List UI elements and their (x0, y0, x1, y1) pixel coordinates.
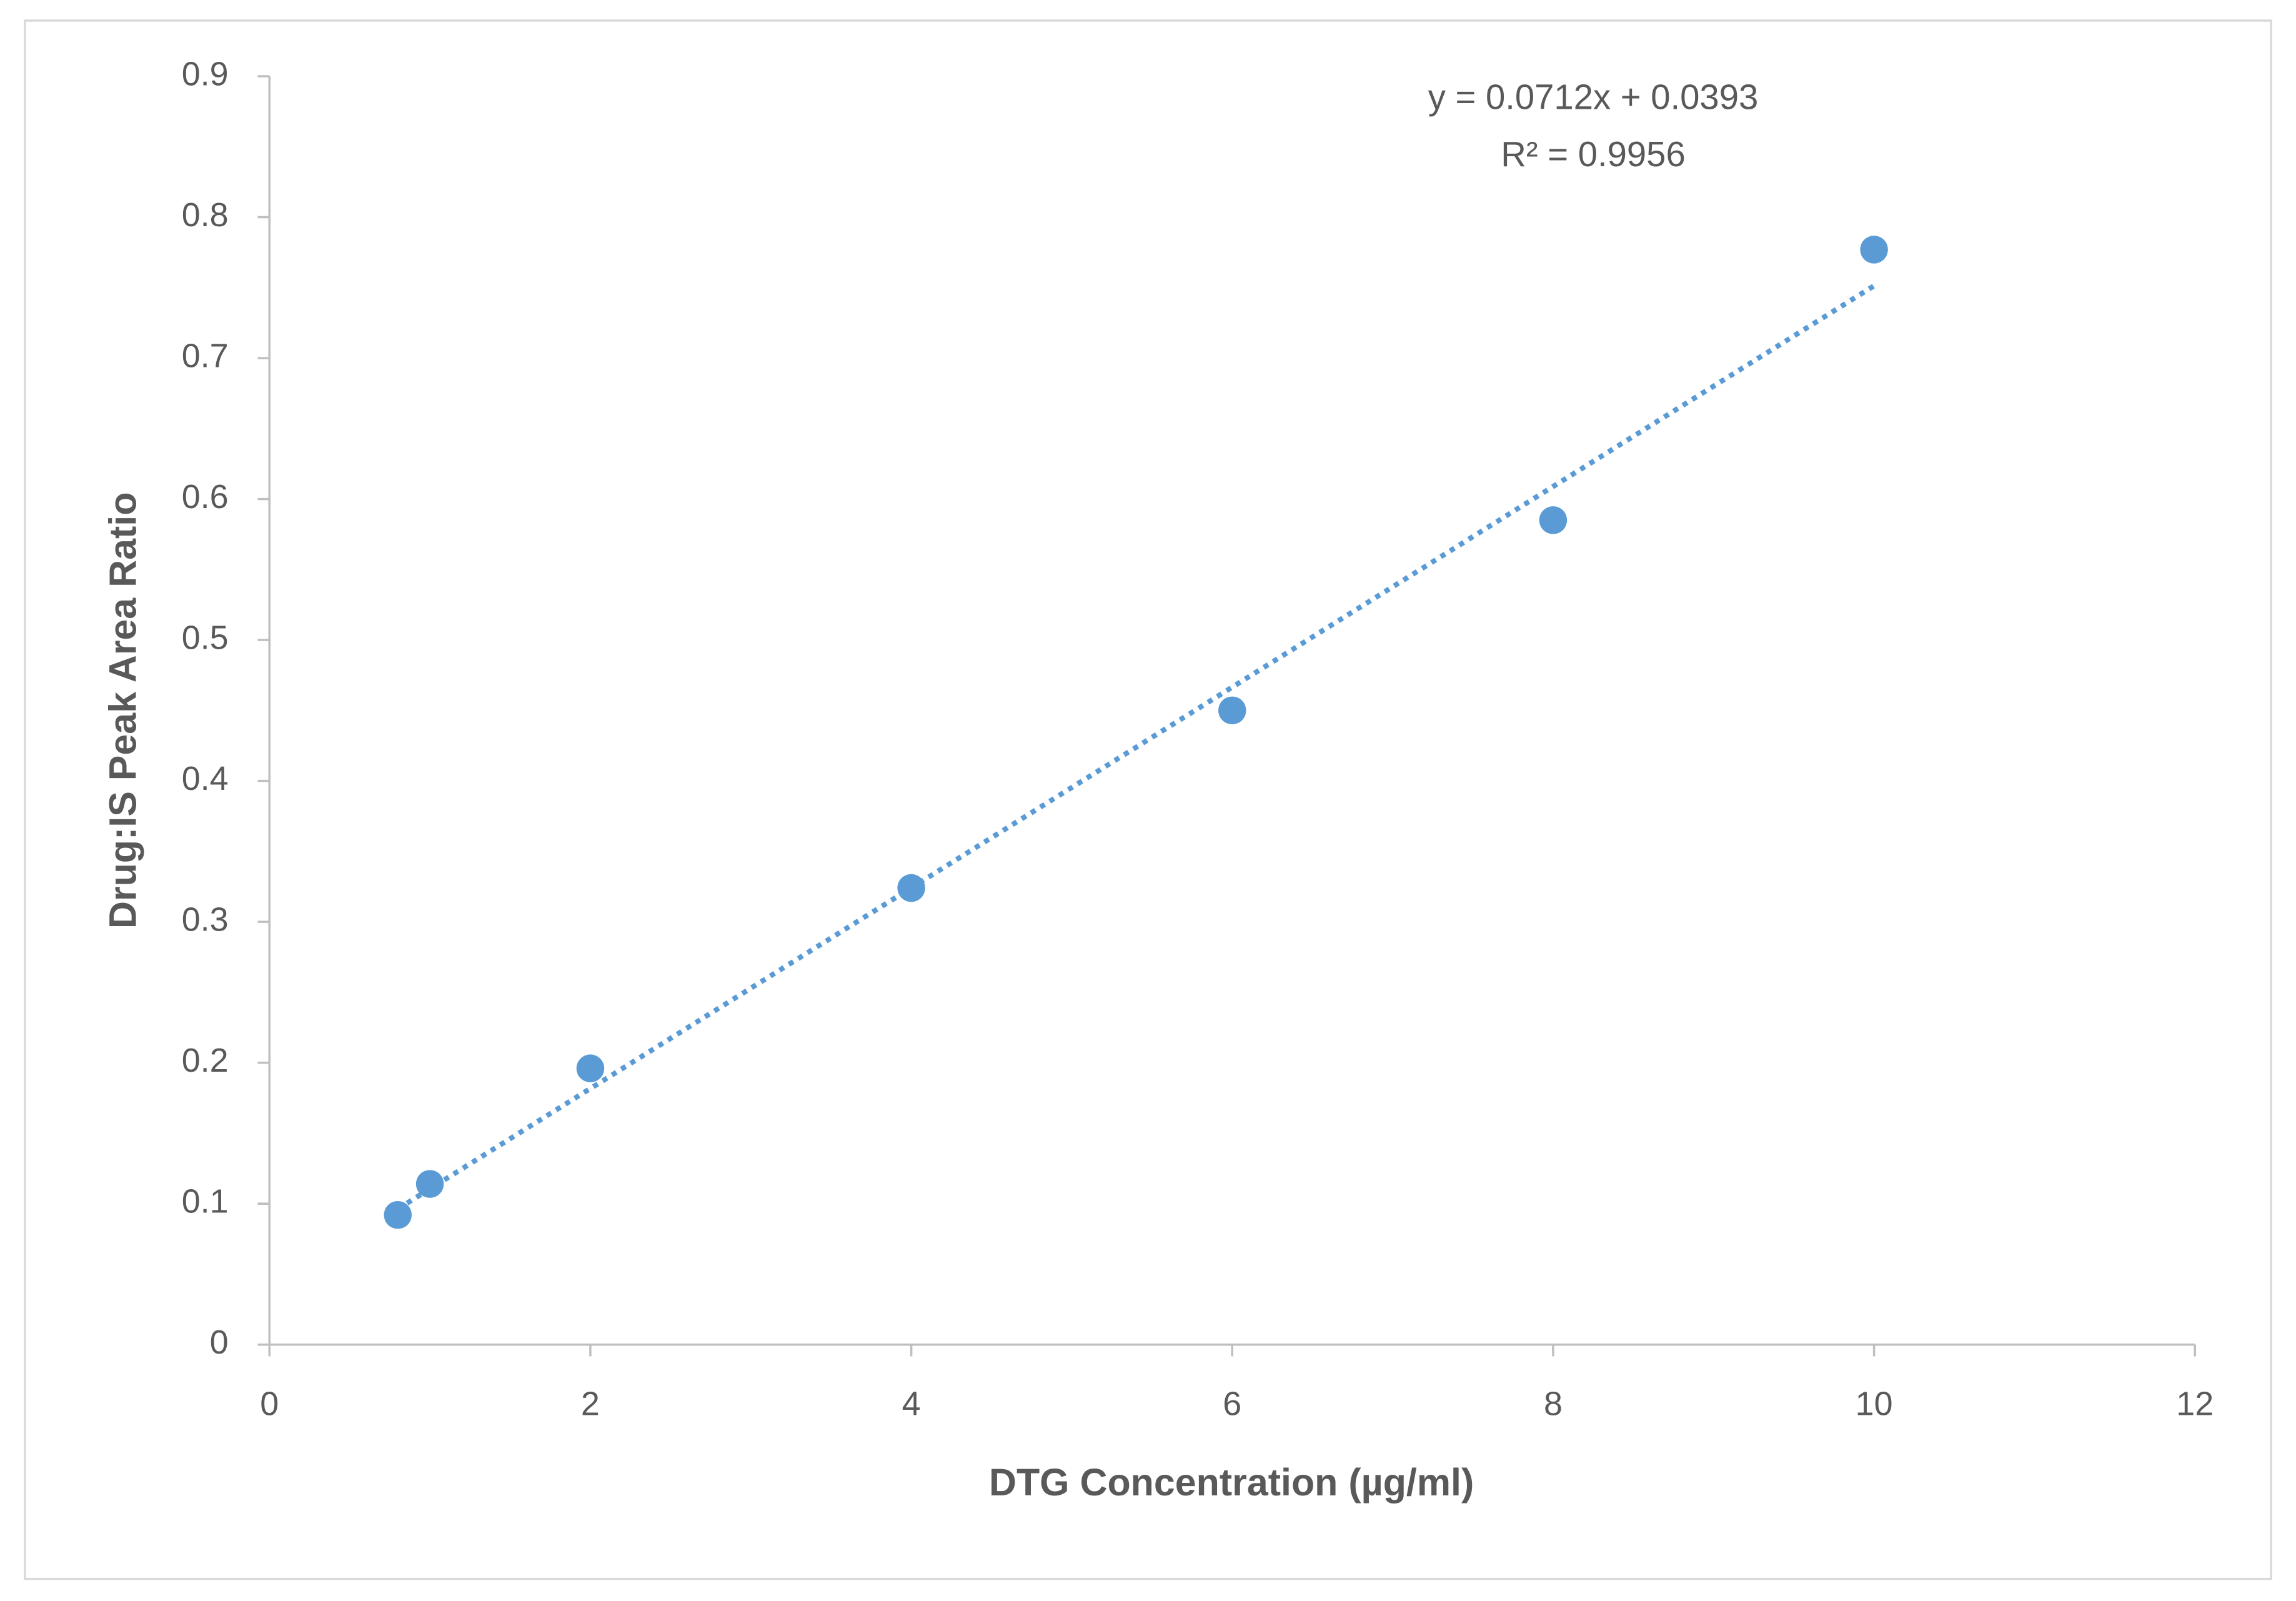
y-tick-label: 0.8 (182, 196, 229, 234)
x-axis-title: DTG Concentration (µg/ml) (989, 1461, 1474, 1504)
x-tick-label: 4 (902, 1385, 921, 1422)
data-point (415, 1170, 444, 1198)
data-point (1218, 696, 1246, 725)
x-tick-label: 0 (260, 1385, 279, 1422)
x-tick-label: 8 (1544, 1385, 1563, 1422)
data-point (897, 874, 925, 902)
y-tick-label: 0.7 (182, 337, 229, 374)
y-tick-label: 0.5 (182, 619, 229, 656)
x-tick-label: 12 (2176, 1385, 2214, 1422)
chart-border (24, 19, 2272, 1580)
trendline-equation: y = 0.0712x + 0.0393 (1428, 77, 1759, 116)
trendline-r2: R² = 0.9956 (1501, 134, 1686, 174)
data-point (1539, 506, 1568, 534)
data-point (1860, 236, 1888, 264)
data-point (384, 1200, 412, 1229)
data-point (576, 1054, 605, 1082)
y-tick-label: 0.3 (182, 900, 229, 938)
y-tick-label: 0.1 (182, 1182, 229, 1220)
trendline (396, 283, 1876, 1212)
x-tick-label: 10 (1856, 1385, 1893, 1422)
x-tick-label: 2 (581, 1385, 600, 1422)
y-tick-label: 0.4 (182, 760, 229, 797)
y-tick-label: 0.6 (182, 478, 229, 516)
y-axis-title: Drug:IS Peak Area Ratio (102, 492, 144, 929)
y-tick-label: 0 (210, 1324, 229, 1361)
y-tick-label: 0.2 (182, 1042, 229, 1079)
x-tick-label: 6 (1223, 1385, 1241, 1422)
y-tick-label: 0.9 (182, 55, 229, 92)
